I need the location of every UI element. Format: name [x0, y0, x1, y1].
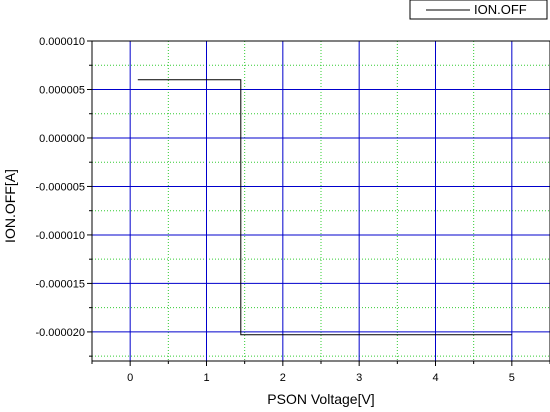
series-line-ion-off	[137, 79, 512, 336]
x-tick-label: 3	[356, 372, 362, 384]
y-tick-label: -0.000005	[35, 181, 85, 193]
x-tick-label: 0	[127, 372, 133, 384]
x-axis-title: PSON Voltage[V]	[267, 391, 374, 407]
x-tick-label: 4	[432, 372, 438, 384]
y-tick-label: 0.000000	[39, 133, 85, 145]
legend: ION.OFF	[409, 0, 548, 20]
y-tick-label: -0.000015	[35, 278, 85, 290]
minor-gridlines	[92, 41, 550, 361]
x-tick-label: 1	[203, 372, 209, 384]
x-axis-tick-labels: 0 1 2 3 4 5	[127, 372, 515, 384]
axis-ticks	[87, 40, 550, 366]
y-axis-tick-labels: 0.000010 0.000005 0.000000 -0.000005 -0.0000…	[35, 36, 85, 339]
y-tick-label: -0.000010	[35, 230, 85, 242]
y-tick-label: 0.000010	[39, 36, 85, 48]
x-tick-label: 2	[280, 372, 286, 384]
x-tick-label: 5	[509, 372, 515, 384]
y-axis-title: ION.OFF[A]	[2, 169, 18, 243]
legend-box	[409, 0, 548, 20]
y-tick-label: 0.000005	[39, 84, 85, 96]
series-group	[137, 79, 512, 336]
y-tick-label: -0.000020	[35, 327, 85, 339]
legend-label: ION.OFF	[474, 2, 527, 17]
